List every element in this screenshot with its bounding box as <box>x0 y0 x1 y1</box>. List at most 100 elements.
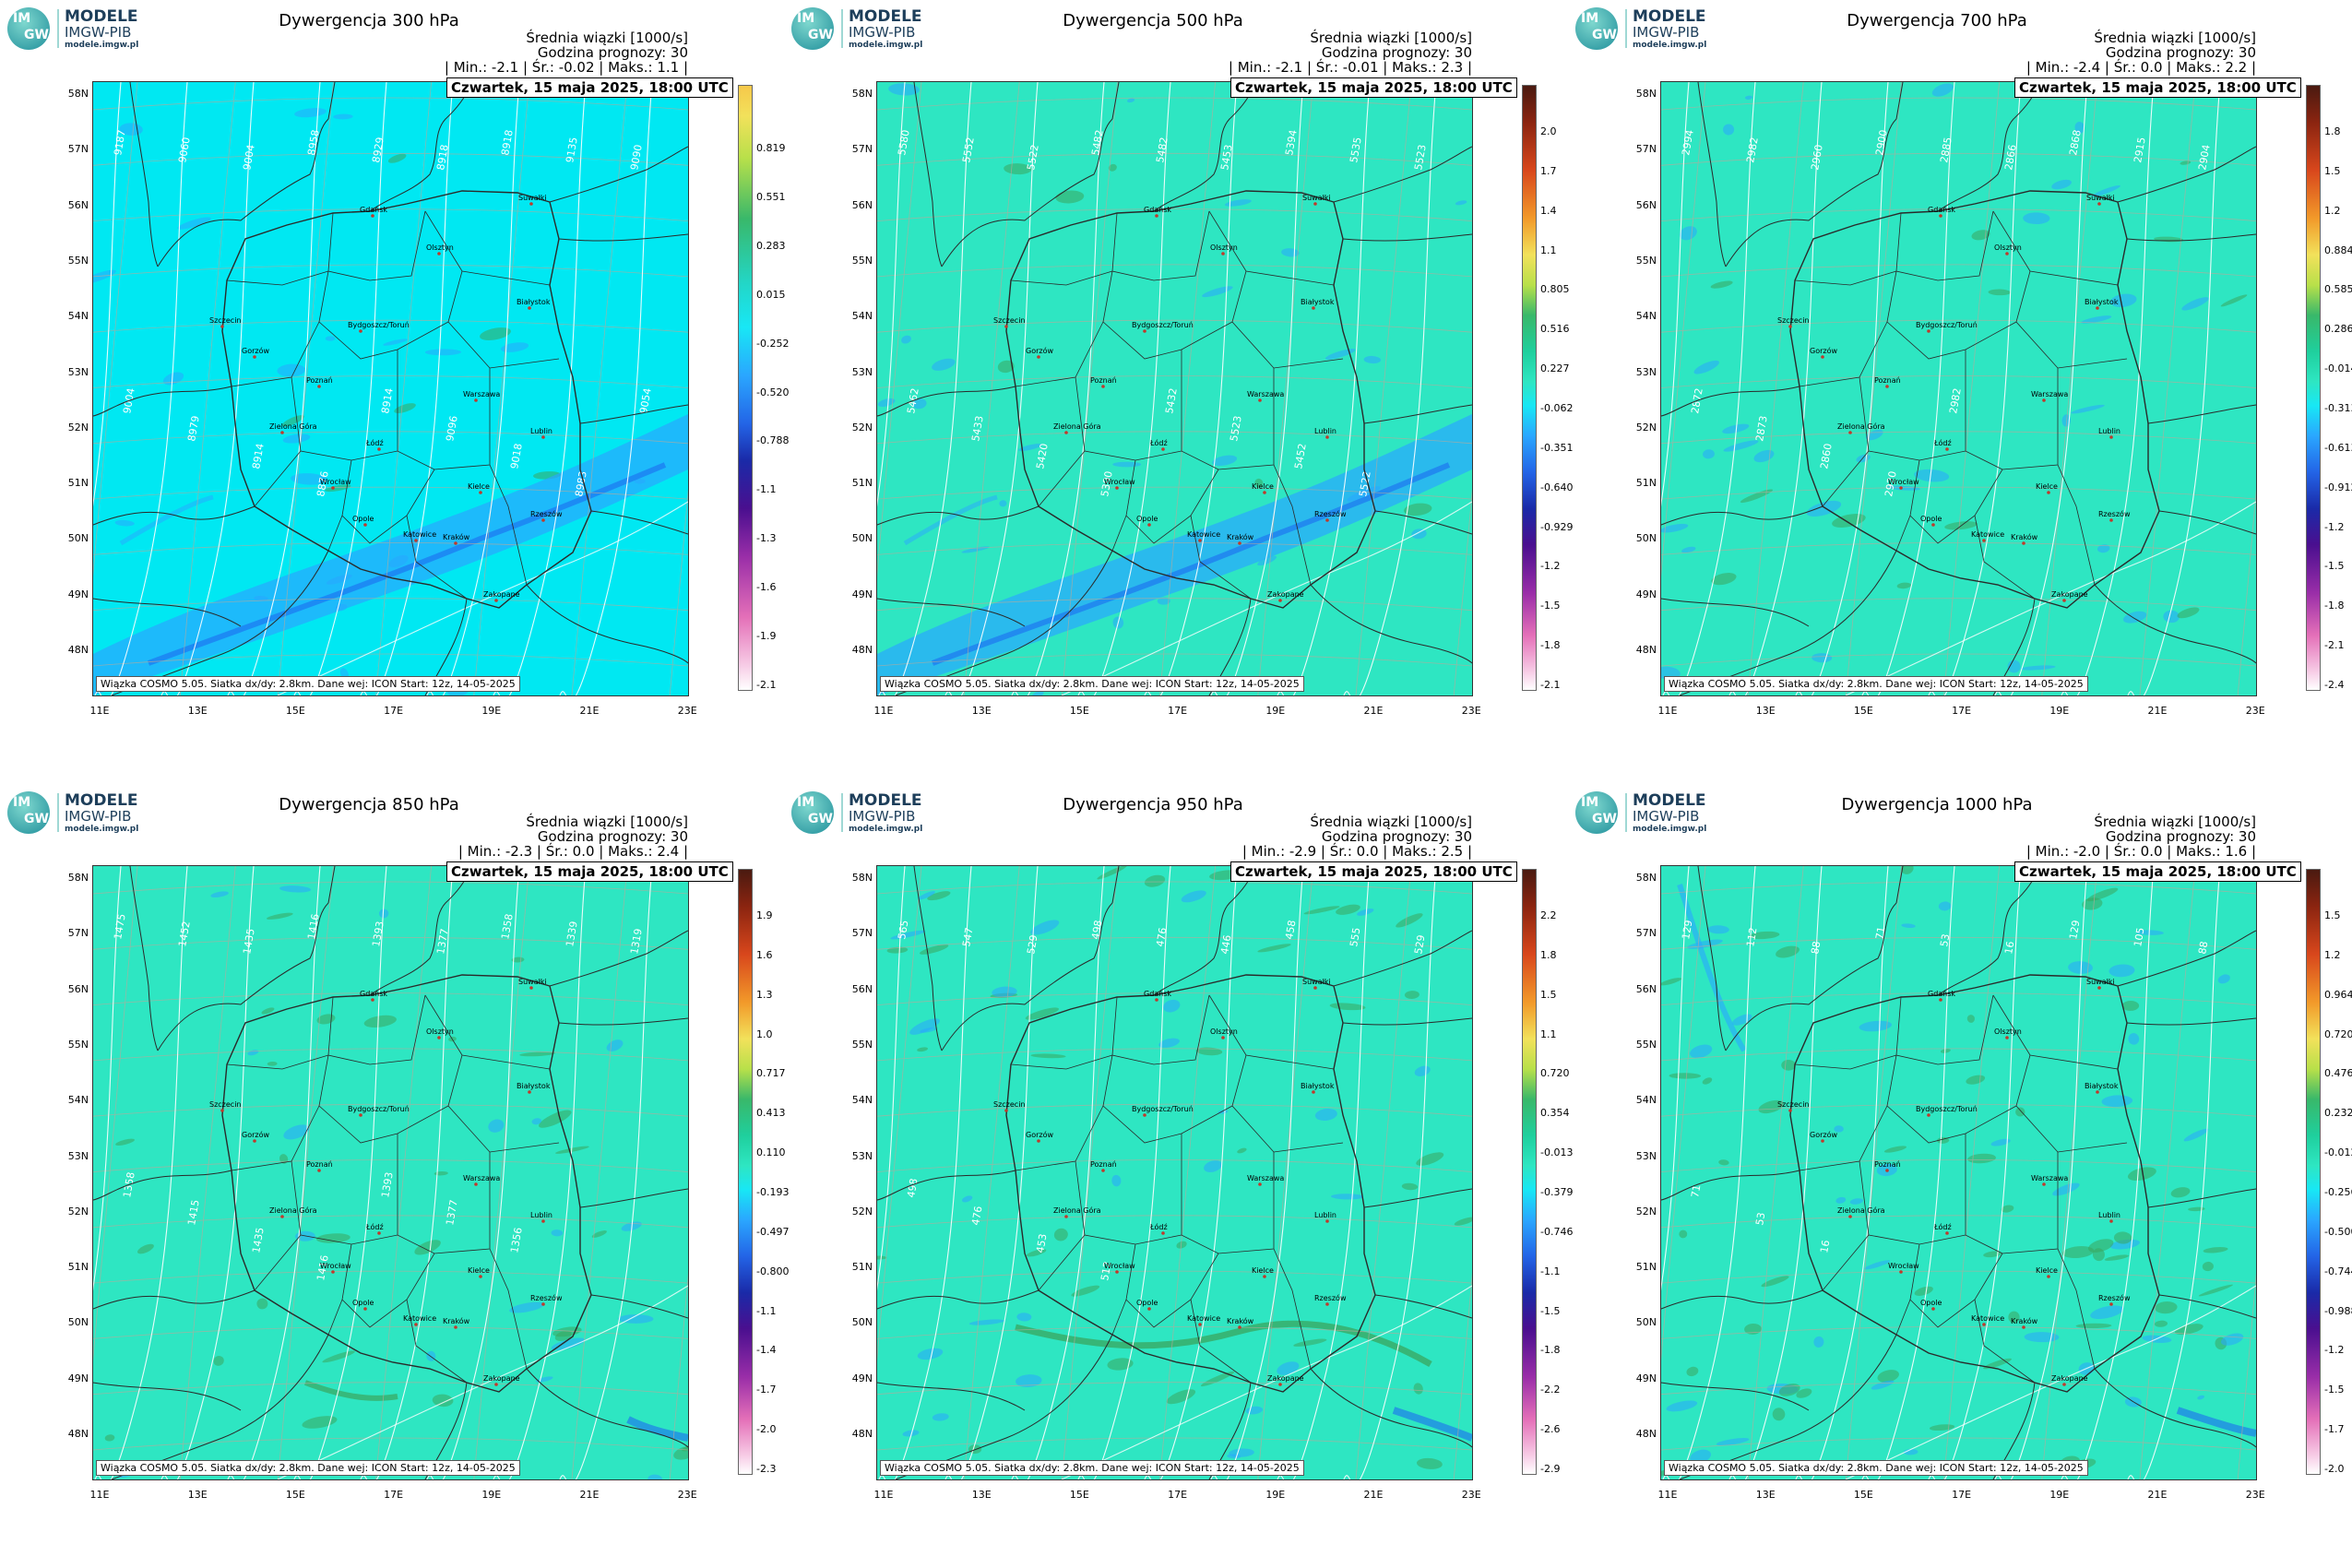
city-label: Gdańsk <box>360 206 387 214</box>
stats-line: | Min.: -2.4 | Śr.: 0.0 | Maks.: 2.2 | <box>2025 59 2256 76</box>
city-label: Kielce <box>468 482 490 491</box>
contour-label: 2904 <box>2196 144 2213 172</box>
contour-label: 9018 <box>508 443 525 470</box>
city-marker <box>331 1270 335 1274</box>
colorbar-tick-label: -0.912 <box>2324 481 2352 493</box>
colorbar-tick-label: -0.313 <box>2324 402 2352 414</box>
city-label: Warszawa <box>1247 390 1284 398</box>
colorbar-tick-label: 1.5 <box>2324 909 2341 921</box>
city-marker <box>1821 355 1824 359</box>
longitude-label: 13E <box>971 705 992 717</box>
panel-title: Dywergencja 500 hPa <box>1063 11 1243 30</box>
city-marker <box>1155 214 1158 218</box>
colorbar-tick-label: -2.4 <box>2324 679 2345 691</box>
cities: Gdańsk Suwałki Olsztyn Białystok Szczecin Byd… <box>993 978 1347 1386</box>
contour-label: 5390 <box>1099 470 1115 498</box>
contour-label: 129 <box>2067 920 2082 941</box>
divergence-map: 5580 5552 5522 5482 5482 5453 5394 5535 5523 5462… <box>876 81 1473 696</box>
city-label: Rzeszów <box>530 509 563 518</box>
contour-label: 453 <box>1034 1233 1049 1254</box>
city-marker <box>1143 329 1146 333</box>
logo-line-1: MODELE <box>1633 7 1706 26</box>
contour-label: 2920 <box>1883 470 1899 498</box>
colorbar <box>2306 869 2321 1475</box>
city-marker <box>1982 1323 1986 1326</box>
contour-label: 1358 <box>499 913 516 941</box>
city-label: Zakopane <box>1267 590 1304 599</box>
forecast-hour: Godzina prognozy: 30 <box>537 44 688 61</box>
city-marker <box>2097 986 2101 990</box>
city-label: Łódź <box>1933 1222 1952 1231</box>
longitude-label: 19E <box>481 705 502 717</box>
city-marker <box>220 1109 224 1112</box>
imgw-logo: IM GW MODELE IMGW-PIB modele.imgw.pl <box>791 7 923 53</box>
city-label: Poznań <box>1874 376 1901 385</box>
city-marker <box>1885 385 1889 388</box>
city-label: Kielce <box>2036 1266 2058 1275</box>
city-label: Opole <box>352 1299 374 1307</box>
city-label: Olsztyn <box>1994 1028 2022 1036</box>
city-marker <box>2096 306 2099 310</box>
city-label: Olsztyn <box>1210 244 1238 252</box>
latitude-label: 52N <box>851 1205 873 1218</box>
city-label: Katowice <box>1187 530 1220 539</box>
city-marker <box>1258 398 1262 402</box>
city-marker <box>1939 214 1942 218</box>
city-marker <box>1238 1325 1241 1329</box>
city-label: Suwałki <box>2086 194 2115 202</box>
city-label: Katowice <box>1187 1314 1220 1323</box>
valid-date: Czwartek, 15 maja 2025, 18:00 UTC <box>2014 77 2301 98</box>
colorbar-tick-label: -0.613 <box>2324 441 2352 454</box>
colorbar-tick-label: 0.884 <box>2324 244 2352 256</box>
panel-title: Dywergencja 300 hPa <box>279 11 459 30</box>
badge-text-bottom: GW <box>24 812 49 826</box>
longitude-label: 13E <box>187 1489 208 1501</box>
latitude-label: 58N <box>851 88 873 100</box>
city-marker <box>1115 1270 1119 1274</box>
city-label: Warszawa <box>463 1174 500 1182</box>
city-label: Kielce <box>1252 482 1274 491</box>
colorbar-tick-label: 1.8 <box>1540 948 1557 961</box>
colorbar-tick-label: -0.256 <box>2324 1186 2352 1198</box>
logo-website: modele.imgw.pl <box>849 41 923 50</box>
city-label: Opole <box>1136 515 1158 523</box>
latitude-label: 51N <box>1635 1261 1657 1274</box>
divergence-panel: IM GW MODELE IMGW-PIB modele.imgw.pl Dywergen… <box>0 784 789 1568</box>
latitude-label: 56N <box>1635 198 1657 211</box>
latitude-label: 57N <box>851 143 873 156</box>
latitude-label: 50N <box>1635 1316 1657 1329</box>
contour-label: 9096 <box>444 415 460 443</box>
city-marker <box>1312 1090 1315 1094</box>
latitude-label: 51N <box>67 477 89 490</box>
city-label: Zakopane <box>2051 590 2088 599</box>
colorbar-tick-label: -1.4 <box>756 1344 777 1357</box>
colorbar-tick-label: -0.379 <box>1540 1186 1574 1198</box>
latitude-label: 56N <box>851 982 873 995</box>
colorbar-tick-label: -0.252 <box>756 337 790 350</box>
city-label: Gorzów <box>1026 346 1053 355</box>
contour-label: 1416 <box>305 913 322 941</box>
latitude-label: 49N <box>67 1372 89 1384</box>
city-label: Rzeszów <box>2098 509 2131 518</box>
badge-text-bottom: GW <box>1592 812 1617 826</box>
contour-label: 53 <box>1753 1211 1767 1226</box>
city-label: Szczecin <box>209 316 242 325</box>
colorbar-tick-label: 0.551 <box>756 190 786 203</box>
city-label: Lublin <box>2098 427 2120 435</box>
longitude-label: 13E <box>187 705 208 717</box>
city-label: Olsztyn <box>1994 244 2022 252</box>
colorbar-tick-label: 1.2 <box>2324 948 2341 961</box>
divergence-map: 9187 9060 9004 8958 8929 8918 8918 9135 9090 9004… <box>92 81 689 696</box>
cities: Gdańsk Suwałki Olsztyn Białystok Szczecin Byd… <box>1777 978 2131 1386</box>
contour-label: 9054 <box>637 387 654 415</box>
colorbar-tick-label: 1.7 <box>1540 164 1557 177</box>
colorbar-tick-label: -0.062 <box>1540 402 1574 414</box>
city-marker <box>414 1323 418 1326</box>
city-marker <box>1312 306 1315 310</box>
longitude-label: 17E <box>1952 1489 1972 1501</box>
city-marker <box>1945 1231 1949 1235</box>
longitude-label: 11E <box>1657 1489 1678 1501</box>
city-marker <box>541 518 545 522</box>
city-label: Wrocław <box>320 1262 351 1270</box>
